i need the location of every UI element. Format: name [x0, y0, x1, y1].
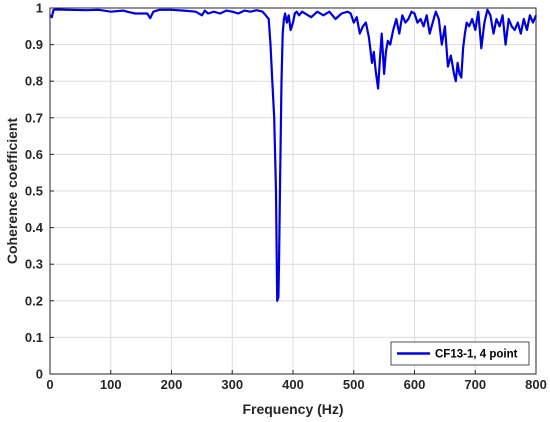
x-tick-label: 300: [221, 377, 243, 392]
y-tick-label: 0: [36, 367, 43, 382]
tick-labels: 0 100 200 300 400 500 600 700 800 0 0.1 0.2 0.3 0.4 0.…: [25, 1, 547, 393]
y-tick-label: 0.7: [25, 110, 43, 125]
y-tick-label: 0.6: [25, 147, 43, 162]
x-tick-label: 600: [404, 377, 426, 392]
y-axis-label: Coherence coefficient: [4, 118, 20, 265]
y-tick-label: 0.8: [25, 74, 43, 89]
legend-label: CF13-1, 4 point: [435, 349, 518, 361]
x-tick-label: 100: [100, 377, 122, 392]
legend-box: [390, 341, 530, 366]
x-axis-label: Frequency (Hz): [242, 401, 343, 417]
x-tick-label: 400: [282, 377, 304, 392]
legend: CF13-1, 4 point: [390, 341, 530, 366]
x-tick-label: 200: [161, 377, 183, 392]
x-tick-label: 0: [46, 377, 53, 392]
y-tick-label: 1: [36, 1, 43, 16]
y-tick-label: 0.3: [25, 257, 43, 272]
y-tick-label: 0.5: [25, 184, 43, 199]
x-tick-label: 800: [525, 377, 547, 392]
series-line: [49, 8, 538, 302]
series-layer: [49, 8, 538, 302]
y-tick-label: 0.9: [25, 37, 43, 52]
x-tick-label: 700: [464, 377, 486, 392]
y-tick-label: 0.1: [25, 330, 43, 345]
y-tick-label: 0.2: [25, 293, 43, 308]
y-tick-label: 0.4: [25, 220, 44, 235]
x-tick-label: 500: [343, 377, 365, 392]
tick-marks: [49, 7, 537, 375]
